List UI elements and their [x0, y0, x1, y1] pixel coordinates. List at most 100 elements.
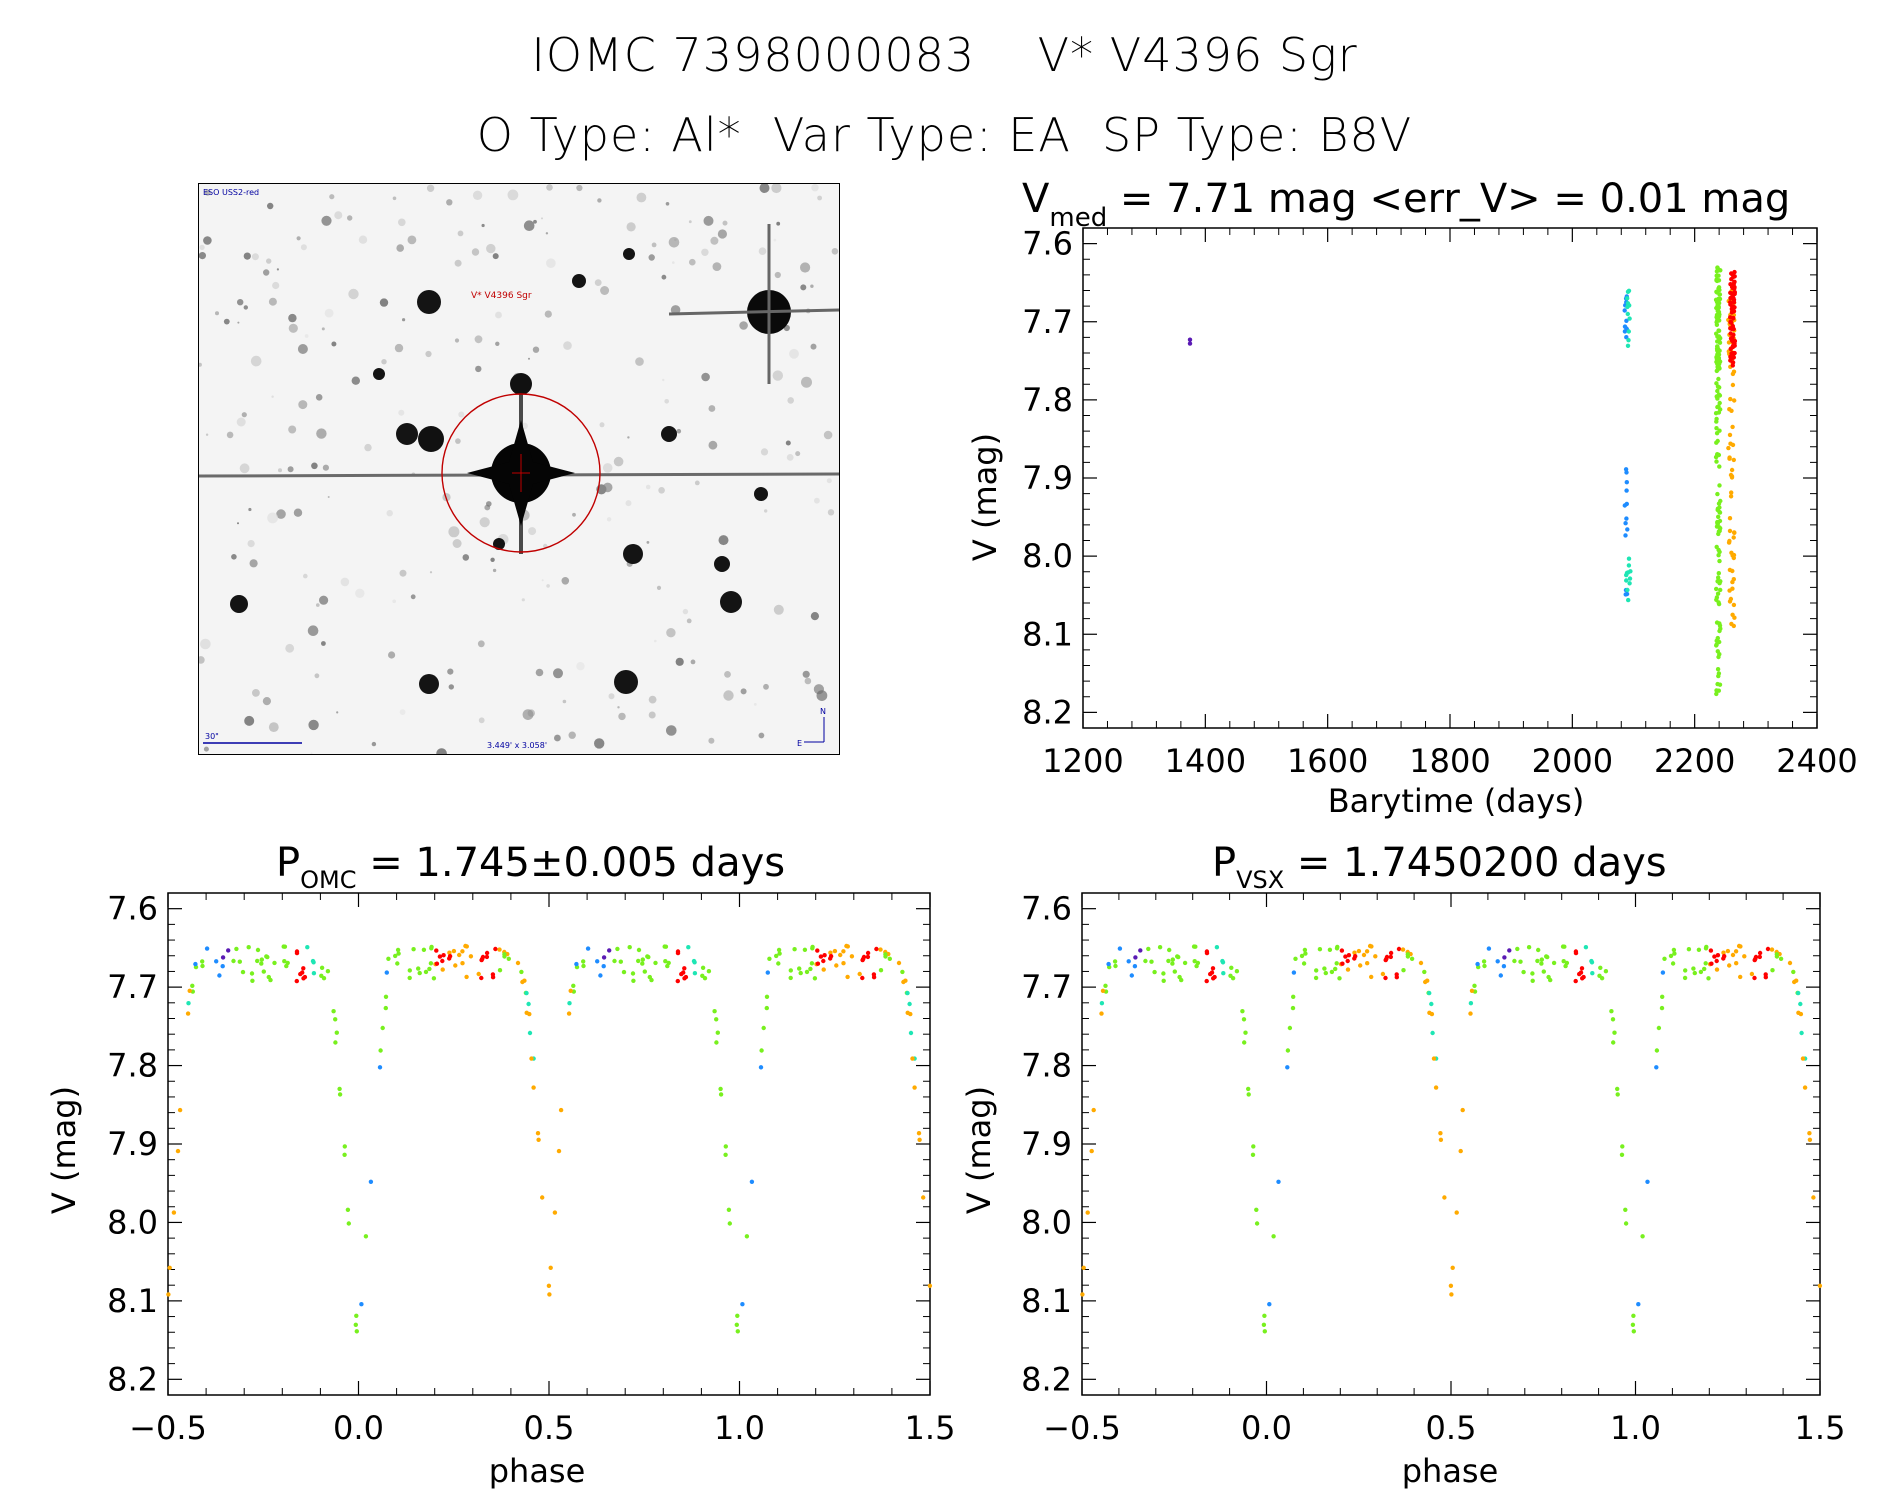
phase_vsx-point: [1143, 958, 1148, 964]
phase_omc-point: [666, 960, 671, 966]
chart-subtitle-types: O Type: Al* Var Type: EA SP Type: B8V: [476, 108, 1413, 162]
phase_omc-point: [226, 948, 231, 953]
sky-star: [827, 509, 835, 516]
phase_omc-point: [529, 1056, 534, 1061]
phase_omc-point: [527, 1030, 533, 1036]
sky-star: [602, 482, 613, 493]
sky-star: [773, 604, 784, 615]
sky-star: [617, 706, 620, 709]
phase_vsx-point: [1589, 958, 1594, 964]
phase_vsx-point: [1738, 974, 1743, 980]
lightcurve-point-orange: [1731, 535, 1736, 540]
phase_omc-point: [682, 976, 687, 981]
phase_vsx-point: [1512, 958, 1517, 964]
phase_omc-point: [686, 945, 691, 950]
phase_omc-point: [821, 958, 826, 964]
sky-star: [205, 433, 209, 436]
phase_omc-point: [764, 994, 770, 999]
phase_vsx-point: [1400, 947, 1406, 952]
phase_vsx-point: [1365, 961, 1370, 966]
phase_omc-point: [883, 952, 888, 957]
phase_vsx-point: [1615, 1092, 1620, 1097]
target-label: V* V4396 Sgr: [471, 291, 532, 301]
sky-star: [507, 189, 519, 201]
sky-star: [267, 512, 278, 524]
phase-omc-xlabel: phase: [489, 1452, 586, 1490]
phase_vsx-point: [1129, 973, 1135, 978]
sky-star: [448, 526, 460, 538]
sky-bright-star: [754, 487, 768, 501]
sky-star: [410, 594, 416, 600]
sky-star: [263, 269, 270, 276]
phase_vsx-point: [1243, 1030, 1248, 1035]
phase_omc-point: [681, 970, 686, 975]
phase_vsx-point: [1730, 952, 1736, 958]
sky-star: [776, 221, 781, 226]
phase_omc-point: [354, 1329, 359, 1334]
lightcurve-point-orange: [1731, 555, 1737, 561]
sky-star: [321, 641, 326, 646]
phase_omc-point: [917, 1137, 922, 1143]
phase_omc-point: [567, 1001, 572, 1006]
phase_vsx-point: [1460, 1107, 1465, 1113]
phase_omc-point: [740, 1302, 745, 1307]
sky-star: [789, 348, 799, 359]
phase_vsx-point: [1303, 951, 1308, 956]
phase_vsx-point: [1692, 970, 1698, 976]
phase_omc-xtick-label: −0.5: [129, 1409, 207, 1447]
phase_omc-point: [828, 950, 833, 955]
phase_vsx-point: [1170, 957, 1176, 962]
sky-star: [740, 688, 747, 695]
phase_vsx-point: [1791, 969, 1796, 975]
lightcurve-point-orange: [1727, 516, 1733, 521]
phase_omc-point: [237, 959, 242, 964]
phase_omc-point: [857, 971, 862, 977]
phase_vsx-point: [1241, 1017, 1247, 1022]
phase_omc-point: [640, 961, 645, 966]
lightcurve-point-orange: [1730, 586, 1735, 591]
phase_vsx-point: [1323, 970, 1329, 976]
sky-star: [648, 254, 655, 261]
phase_vsx-point: [1612, 1030, 1617, 1035]
lightcurve-point-orange: [1729, 621, 1734, 627]
phase_omc-point: [627, 945, 632, 950]
phase_vsx-point: [1611, 1040, 1616, 1045]
lightcurve-point-red: [1728, 354, 1733, 359]
phase_vsx-point: [1703, 961, 1708, 966]
sky-star: [606, 517, 612, 522]
sky-star: [541, 217, 543, 220]
phase_vsx-point: [1686, 947, 1692, 952]
phase_vsx-point: [1757, 954, 1763, 960]
lightcurve-point-orange: [1726, 540, 1732, 545]
phase_vsx-point: [1660, 994, 1665, 999]
phase_vsx-ytick-label: 7.6: [1021, 890, 1072, 928]
phase_omc-point: [636, 947, 642, 953]
lightcurve-point-green: [1717, 652, 1722, 657]
lightcurve-point-green: [1716, 553, 1721, 558]
lightcurve-xtick-label: 1600: [1287, 742, 1368, 780]
phase_vsx-point: [1301, 961, 1307, 966]
phase_omc-point: [346, 1221, 351, 1226]
phase_omc-point: [663, 959, 668, 964]
sky-star: [703, 215, 714, 226]
phase_omc-point: [261, 969, 266, 974]
lightcurve-point-blue: [1624, 488, 1629, 493]
phase_omc-point: [568, 988, 573, 993]
phase_omc-point: [874, 946, 879, 952]
lightcurve-point-orange: [1728, 494, 1734, 499]
phase_vsx-ytick-label: 7.7: [1021, 968, 1072, 1006]
phase_omc-point: [294, 949, 300, 954]
lightcurve-point-orange: [1730, 424, 1735, 430]
phase_vsx-point: [1176, 954, 1181, 960]
sky-star: [304, 334, 309, 338]
phase_omc-point: [502, 952, 507, 957]
phase_omc-point: [647, 974, 652, 980]
lightcurve-point-green: [1713, 411, 1719, 416]
phase_vsx-point: [1220, 958, 1225, 964]
phase_vsx-point: [1765, 946, 1771, 952]
phase-vsx-title-prefix: P: [1212, 840, 1236, 886]
phase_omc-point: [204, 946, 210, 951]
phase_omc-ytick-label: 7.8: [107, 1047, 158, 1085]
phase_omc-point: [468, 954, 474, 959]
